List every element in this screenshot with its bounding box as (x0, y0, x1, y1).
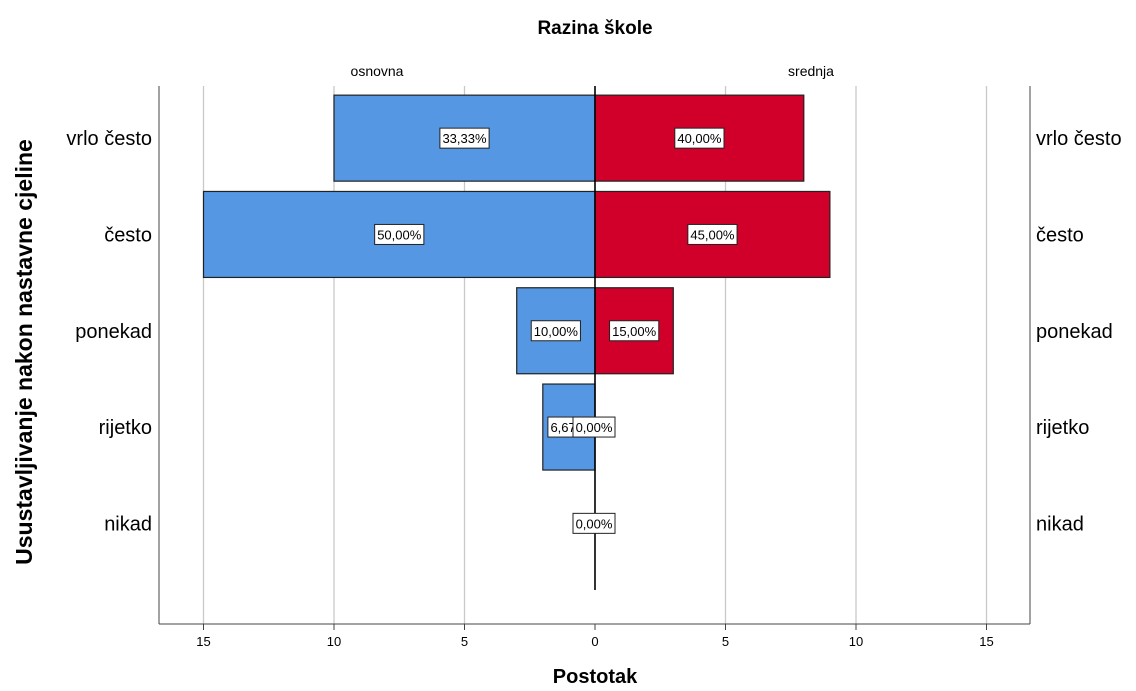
x-tick-label-right-5: 5 (722, 634, 729, 649)
y-axis-title: Usustavljivanje nakon nastavne cjeline (11, 139, 37, 565)
data-label-srednja-2-box (609, 320, 660, 342)
category-label-left-4: nikad (104, 513, 152, 535)
category-label-right-2: ponekad (1036, 321, 1113, 343)
data-label-srednja-3: 0,00% (576, 420, 613, 435)
chart-title: Razina škole (537, 18, 652, 39)
category-label-right-0: vrlo često (1036, 128, 1122, 150)
data-label-srednja-2: 15,00% (612, 324, 657, 339)
data-label-srednja-1: 45,00% (690, 227, 735, 242)
data-label-osnovna-2-box (530, 320, 581, 342)
data-label-srednja-0: 40,00% (677, 131, 722, 146)
panel-label-left: osnovna (351, 63, 404, 79)
x-axis-title: Postotak (553, 666, 638, 688)
data-label-srednja-3-box (572, 416, 616, 438)
data-label-srednja-1-box (687, 223, 738, 245)
x-tick-label-left-15: 15 (196, 634, 210, 649)
data-label-osnovna-1-box (374, 223, 425, 245)
category-label-left-2: ponekad (75, 321, 152, 343)
category-label-left-1: često (104, 224, 152, 246)
data-label-srednja-0-box (674, 127, 725, 149)
x-tick-label-center-0: 0 (591, 634, 598, 649)
x-tick-label-right-10: 10 (849, 634, 863, 649)
category-label-left-0: vrlo često (66, 128, 152, 150)
data-label-osnovna-2: 10,00% (534, 324, 579, 339)
data-label-srednja-4-box (572, 512, 616, 534)
category-label-right-1: često (1036, 224, 1084, 246)
category-label-right-3: rijetko (1036, 417, 1089, 439)
category-label-right-4: nikad (1036, 513, 1084, 535)
data-label-osnovna-1: 50,00% (377, 227, 422, 242)
x-tick-label-left-10: 10 (327, 634, 341, 649)
data-label-srednja-4: 0,00% (576, 516, 613, 531)
panel-label-right: srednja (788, 63, 834, 79)
plot-area: 0 5 5 10 10 15 15 vrlo često vrlo često često čest… (66, 86, 1122, 649)
data-label-osnovna-0-box (439, 127, 490, 149)
x-tick-label-right-15: 15 (979, 634, 993, 649)
category-label-left-3: rijetko (99, 417, 152, 439)
data-label-osnovna-0: 33,33% (442, 131, 487, 146)
x-tick-label-left-5: 5 (461, 634, 468, 649)
